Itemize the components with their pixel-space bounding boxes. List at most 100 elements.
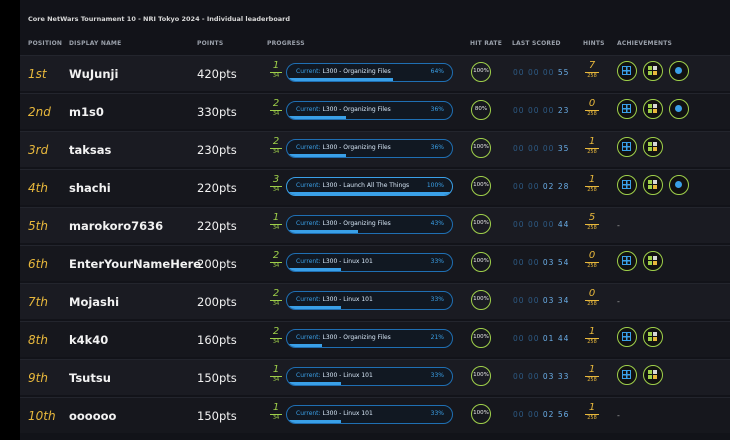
- display-name-cell[interactable]: k4k40: [69, 333, 109, 347]
- points-cell: 150pts: [197, 409, 237, 423]
- column-achievements[interactable]: ACHIEVEMENTS: [617, 40, 673, 47]
- last-scored-timer: 00 00 00 35: [513, 144, 569, 153]
- squares-badge-icon[interactable]: [643, 251, 663, 271]
- progress-challenge: L300 - Linux 101: [322, 410, 373, 417]
- last-scored-timer: 00 00 03 34: [513, 296, 569, 305]
- last-scored-segment: 00: [527, 296, 540, 305]
- dot-badge-icon[interactable]: [669, 61, 689, 81]
- squares-badge-icon[interactable]: [643, 365, 663, 385]
- column-points[interactable]: POINTS: [197, 40, 224, 47]
- squares-badge-icon[interactable]: [643, 61, 663, 81]
- grid-badge-icon[interactable]: [617, 61, 637, 81]
- column-hit-rate[interactable]: HIT RATE: [470, 40, 503, 47]
- column-display-name[interactable]: DISPLAY NAME: [69, 40, 122, 47]
- hints-counter: 0 258: [585, 98, 599, 118]
- table-row[interactable]: 4th shachi 220pts 3 34 Current: L300 - Lau…: [20, 169, 730, 205]
- progress-bar: Current: L300 - Linux 101 33%: [286, 367, 453, 386]
- hints-total: 258: [585, 224, 599, 232]
- display-name-cell[interactable]: EnterYourNameHere: [69, 257, 202, 271]
- level-current: 1: [272, 364, 280, 375]
- progress-label: Current: L300 - Launch All The Things: [296, 182, 409, 189]
- last-scored-segment: 00: [513, 106, 525, 115]
- table-row[interactable]: 8th k4k40 160pts 2 34 Current: L300 - Orga…: [20, 321, 730, 357]
- display-name-cell[interactable]: Mojashi: [69, 295, 120, 309]
- table-header: POSITION DISPLAY NAME POINTS PROGRESS HI…: [20, 40, 730, 52]
- last-scored-segment: 00: [527, 258, 540, 267]
- progress-bar-fill: [287, 116, 347, 119]
- table-row[interactable]: 3rd taksas 230pts 2 34 Current: L300 - Org…: [20, 131, 730, 167]
- display-name-cell[interactable]: m1s0: [69, 105, 104, 119]
- grid-badge-icon[interactable]: [617, 365, 637, 385]
- last-scored-segment: 55: [557, 68, 570, 77]
- grid-badge-icon[interactable]: [617, 251, 637, 271]
- level-total: 34: [270, 262, 282, 270]
- display-name-cell[interactable]: taksas: [69, 143, 112, 157]
- level-counter: 1 34: [270, 212, 282, 232]
- squares-badge-icon[interactable]: [643, 137, 663, 157]
- last-scored-timer: 00 00 02 28: [513, 182, 569, 191]
- level-total: 34: [270, 72, 282, 80]
- progress-bar: Current: L300 - Organizing Files 21%: [286, 329, 453, 348]
- squares-badge-icon[interactable]: [643, 327, 663, 347]
- points-cell: 150pts: [197, 371, 237, 385]
- table-row[interactable]: 2nd m1s0 330pts 2 34 Current: L300 - Organ…: [20, 93, 730, 129]
- table-row[interactable]: 5th marokoro7636 220pts 1 34 Current: L300…: [20, 207, 730, 243]
- column-position[interactable]: POSITION: [28, 40, 63, 47]
- display-name-cell[interactable]: shachi: [69, 181, 111, 195]
- table-row[interactable]: 7th Mojashi 200pts 2 34 Current: L300 - Li…: [20, 283, 730, 319]
- left-edge: [0, 0, 20, 440]
- progress-challenge: L300 - Linux 101: [322, 372, 373, 379]
- no-achievements: -: [617, 297, 620, 306]
- hints-total: 258: [585, 110, 599, 118]
- last-scored-timer: 00 00 00 23: [513, 106, 569, 115]
- progress-percent: 100%: [426, 182, 444, 189]
- progress-bar: Current: L300 - Linux 101 33%: [286, 253, 453, 272]
- progress-bar: Current: L300 - Organizing Files 43%: [286, 215, 453, 234]
- squares-badge-icon[interactable]: [643, 175, 663, 195]
- level-current: 1: [272, 60, 280, 71]
- last-scored-segment: 33: [557, 372, 570, 381]
- position-cell: 9th: [28, 371, 48, 385]
- hints-total: 258: [585, 148, 599, 156]
- progress-challenge: L300 - Organizing Files: [322, 68, 391, 75]
- dot-badge-icon[interactable]: [669, 99, 689, 119]
- display-name-cell[interactable]: oooooo: [69, 409, 117, 423]
- squares-badge-icon[interactable]: [643, 99, 663, 119]
- progress-challenge: L300 - Organizing Files: [322, 334, 391, 341]
- last-scored-segment: 35: [557, 144, 570, 153]
- progress-prefix: Current:: [296, 68, 321, 75]
- position-cell: 4th: [28, 181, 48, 195]
- display-name-cell[interactable]: WuJunji: [69, 67, 119, 81]
- column-hints[interactable]: HINTS: [583, 40, 605, 47]
- grid-badge-icon[interactable]: [617, 327, 637, 347]
- level-counter: 1 34: [270, 364, 282, 384]
- column-last-scored[interactable]: LAST SCORED: [512, 40, 561, 47]
- last-scored-segment: 00: [513, 68, 525, 77]
- grid-badge-icon[interactable]: [617, 175, 637, 195]
- table-row[interactable]: 1st WuJunji 420pts 1 34 Current: L300 - Or…: [20, 55, 730, 91]
- display-name-cell[interactable]: marokoro7636: [69, 219, 164, 233]
- hints-total: 258: [585, 262, 599, 270]
- table-row[interactable]: 10th oooooo 150pts 1 34 Current: L300 - Li…: [20, 397, 730, 433]
- level-total: 34: [270, 186, 282, 194]
- table-row[interactable]: 9th Tsutsu 150pts 1 34 Current: L300 - Lin…: [20, 359, 730, 395]
- hints-total: 258: [585, 414, 599, 422]
- progress-label: Current: L300 - Linux 101: [296, 258, 373, 265]
- display-name-cell[interactable]: Tsutsu: [69, 371, 111, 385]
- progress-challenge: L300 - Launch All The Things: [322, 182, 410, 189]
- column-progress[interactable]: PROGRESS: [267, 40, 305, 47]
- progress-percent: 64%: [430, 68, 444, 75]
- last-scored-segment: 00: [527, 182, 540, 191]
- grid-badge-icon[interactable]: [617, 137, 637, 157]
- hints-used: 1: [588, 364, 596, 375]
- table-row[interactable]: 6th EnterYourNameHere 200pts 2 34 Current:…: [20, 245, 730, 281]
- last-scored-segment: 23: [557, 106, 570, 115]
- progress-percent: 21%: [430, 334, 444, 341]
- grid-badge-icon[interactable]: [617, 99, 637, 119]
- dot-badge-icon[interactable]: [669, 175, 689, 195]
- progress-challenge: L300 - Organizing Files: [322, 106, 391, 113]
- last-scored-segment: 01: [542, 334, 555, 343]
- last-scored-segment: 02: [542, 182, 555, 191]
- last-scored-segment: 00: [513, 410, 525, 419]
- hints-used: 1: [588, 136, 596, 147]
